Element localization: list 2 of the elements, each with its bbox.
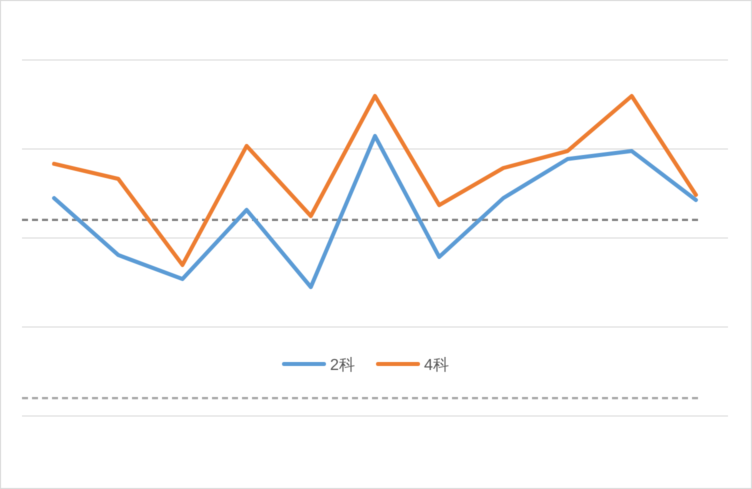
legend-label: 2科 [330, 356, 355, 374]
legend-label: 4科 [424, 356, 449, 374]
